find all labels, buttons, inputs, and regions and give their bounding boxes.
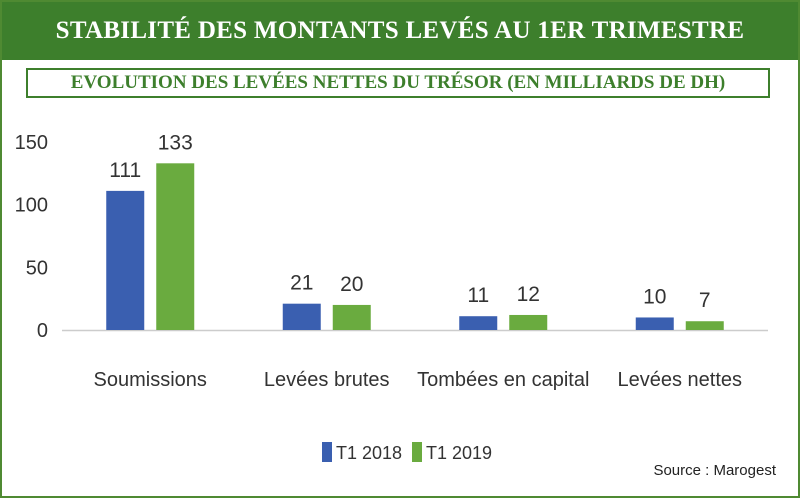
bar: [156, 163, 195, 330]
bar: [332, 304, 371, 330]
data-label: 10: [643, 285, 666, 308]
category-label: Levées nettes: [617, 369, 742, 391]
legend-label: T1 2019: [426, 443, 492, 463]
data-label: 7: [699, 289, 711, 312]
data-label: 21: [290, 272, 313, 295]
source-note: Source : Marogest: [653, 462, 776, 479]
y-tick-label: 0: [37, 320, 48, 342]
data-label: 11: [467, 284, 489, 307]
y-tick-label: 100: [15, 195, 48, 217]
bar: [685, 321, 724, 330]
legend-label: T1 2018: [336, 443, 402, 463]
bar: [459, 316, 498, 330]
category-label: Tombées en capital: [417, 369, 589, 391]
data-label: 20: [340, 273, 363, 296]
data-label: 111: [109, 159, 141, 182]
bar: [282, 303, 321, 330]
category-label: Soumissions: [94, 369, 207, 391]
bar: [509, 314, 548, 330]
bar: [106, 190, 145, 330]
legend-swatch: [412, 442, 422, 462]
bar: [635, 317, 674, 330]
y-tick-label: 150: [15, 132, 48, 154]
category-label: Levées brutes: [264, 369, 390, 391]
data-label: 133: [158, 131, 193, 154]
main-title: STABILITÉ DES MONTANTS LEVÉS AU 1ER TRIM…: [2, 2, 798, 60]
y-tick-label: 50: [26, 257, 48, 279]
data-label: 12: [517, 283, 540, 306]
chart-subtitle: EVOLUTION DES LEVÉES NETTES DU TRÉSOR (E…: [26, 68, 770, 98]
legend-swatch: [322, 442, 332, 462]
